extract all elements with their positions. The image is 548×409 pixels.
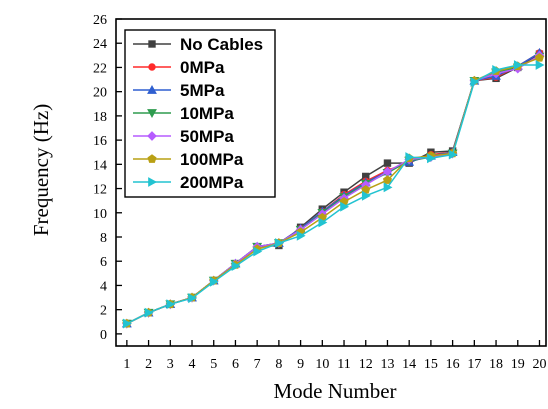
x-tick-label: 5 [210, 357, 217, 372]
data-point [448, 149, 458, 160]
x-tick-label: 16 [446, 357, 460, 372]
data-point [383, 182, 393, 193]
data-point [253, 246, 263, 257]
y-tick-label: 22 [93, 61, 107, 76]
data-point [383, 159, 392, 167]
x-tick-label: 8 [275, 357, 282, 372]
y-tick-label: 18 [93, 110, 107, 125]
data-point [361, 190, 371, 201]
x-tick-label: 9 [297, 357, 304, 372]
data-point [427, 153, 436, 164]
legend-marker [148, 177, 158, 187]
x-tick-label: 10 [315, 357, 329, 372]
legend-marker [148, 63, 156, 71]
data-point [123, 318, 132, 329]
y-tick-label: 24 [93, 37, 107, 52]
data-point [513, 60, 523, 70]
x-tick-label: 6 [232, 357, 239, 372]
x-tick-label: 18 [489, 357, 503, 372]
series-line [126, 64, 540, 325]
legend-label: 10MPa [180, 104, 234, 123]
y-tick-label: 16 [93, 134, 107, 149]
y-tick-label: 26 [93, 13, 107, 28]
x-tick-label: 4 [189, 357, 196, 372]
series-layer [121, 47, 545, 329]
y-tick-label: 20 [93, 86, 107, 101]
legend-label: 0MPa [180, 58, 225, 77]
x-tick-label: 12 [359, 357, 373, 372]
x-tick-label: 1 [123, 357, 130, 372]
data-point [470, 77, 480, 87]
y-tick-label: 14 [93, 158, 107, 173]
legend-marker [147, 131, 157, 141]
data-point [382, 175, 393, 184]
data-point [296, 230, 306, 241]
legend-label: No Cables [180, 35, 263, 54]
y-tick-label: 8 [100, 231, 107, 246]
y-tick-label: 10 [93, 207, 107, 222]
data-point [492, 64, 502, 75]
y-axis-title: Frequency (Hz) [29, 104, 53, 236]
data-point [318, 217, 328, 228]
y-tick-label: 4 [100, 279, 107, 294]
x-tick-label: 7 [254, 357, 261, 372]
data-point [275, 238, 284, 248]
legend-marker [147, 154, 157, 163]
x-tick-label: 3 [167, 357, 174, 372]
series-200mpa [123, 60, 545, 329]
data-point [144, 307, 154, 318]
x-tick-label: 15 [424, 357, 438, 372]
data-point [535, 60, 545, 70]
legend: No Cables 0MPa 5MPa 10MPa 50MPa 100MPa 200MPa [124, 29, 276, 198]
data-point [188, 293, 198, 304]
legend-label: 5MPa [180, 81, 225, 100]
y-tick-label: 2 [100, 304, 107, 319]
data-point [534, 52, 545, 62]
legend-label: 200MPa [180, 173, 244, 192]
y-tick-label: 0 [100, 328, 107, 343]
data-point [340, 201, 350, 212]
legend-marker [148, 40, 156, 48]
x-tick-label: 19 [511, 357, 525, 372]
data-point [166, 299, 176, 310]
x-tick-label: 11 [337, 357, 350, 372]
y-tick-label: 6 [100, 255, 107, 270]
y-tick-label: 12 [93, 183, 107, 198]
data-point [405, 152, 415, 162]
x-tick-label: 13 [380, 357, 394, 372]
legend-label: 50MPa [180, 127, 234, 146]
data-point [209, 276, 219, 287]
x-tick-label: 14 [402, 357, 416, 372]
x-tick-label: 20 [532, 357, 546, 372]
data-point [231, 261, 241, 271]
x-tick-label: 2 [145, 357, 152, 372]
plot-frame [115, 18, 547, 347]
legend-label: 100MPa [180, 150, 244, 169]
x-axis-title: Mode Number [273, 379, 396, 403]
legend-marker [147, 109, 157, 119]
legend-marker [147, 84, 157, 94]
x-tick-label: 17 [467, 357, 481, 372]
